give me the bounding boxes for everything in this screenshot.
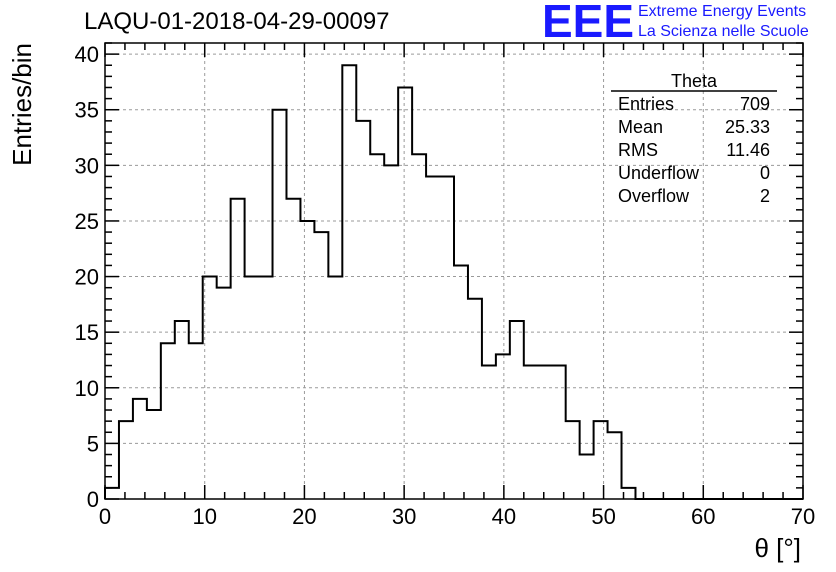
y-tick-label: 5 xyxy=(87,431,99,456)
stats-title: Theta xyxy=(671,71,718,91)
x-tick-label: 30 xyxy=(392,504,416,529)
stats-row-value: 25.33 xyxy=(725,117,770,137)
plot-frame xyxy=(104,42,804,500)
stats-row-value: 709 xyxy=(740,94,770,114)
eee-logo: EEE Extreme Energy Events La Scienza nel… xyxy=(542,0,836,47)
histogram-bin xyxy=(412,154,426,499)
histogram-bin xyxy=(314,232,328,499)
histogram-bin xyxy=(594,421,608,499)
histogram-bin xyxy=(398,87,412,499)
x-tick-label: 10 xyxy=(192,504,216,529)
y-tick-label: 15 xyxy=(75,320,99,345)
histogram-bin xyxy=(300,221,314,499)
histogram-bin xyxy=(273,110,287,499)
histogram-bin xyxy=(161,343,175,499)
x-axis-title: θ [°] xyxy=(754,533,801,563)
histogram-outline xyxy=(104,64,803,500)
x-tick-label: 60 xyxy=(691,504,715,529)
histogram-bin xyxy=(231,199,245,499)
stats-row-label: RMS xyxy=(618,140,658,160)
stats-row-label: Overflow xyxy=(618,186,690,206)
stats-row-label: Entries xyxy=(618,94,674,114)
histogram-bin xyxy=(552,366,566,499)
y-tick-label: 20 xyxy=(75,265,99,290)
grid-layer xyxy=(105,43,803,499)
histogram-bin xyxy=(608,432,622,499)
stats-row-value: 0 xyxy=(760,163,770,183)
histogram-bin xyxy=(580,455,594,499)
stats-rows: Entries 709 Mean 25.33 RMS 11.46 Underflow 0 Ove… xyxy=(618,94,770,206)
axis-ticks xyxy=(104,42,804,500)
stats-row-label: Mean xyxy=(618,117,663,137)
y-tick-labels: 0 5 10 15 20 25 30 35 40 xyxy=(75,42,99,512)
histogram-bin xyxy=(356,121,370,499)
y-tick-label: 40 xyxy=(75,42,99,67)
stats-row-label: Underflow xyxy=(618,163,700,183)
x-tick-label: 40 xyxy=(492,504,516,529)
logo-line-2: La Scienza nelle Scuole xyxy=(638,23,809,40)
y-tick-label: 0 xyxy=(87,487,99,512)
y-tick-label: 25 xyxy=(75,209,99,234)
histogram-bin xyxy=(384,165,398,499)
histogram-bin xyxy=(286,199,300,499)
histogram-bin xyxy=(524,366,538,499)
stats-box: Theta Entries 709 Mean 25.33 RMS 11.46 Underfl… xyxy=(611,71,777,206)
eee-logo-mark: EEE xyxy=(542,0,635,47)
histogram-bin xyxy=(370,154,384,499)
histogram-bin xyxy=(133,399,147,499)
stats-row-value: 11.46 xyxy=(726,140,770,160)
histogram-bin xyxy=(538,366,552,499)
y-tick-label: 30 xyxy=(75,153,99,178)
histogram-bin xyxy=(426,176,440,499)
histogram-bin xyxy=(189,343,203,499)
histogram-bin xyxy=(342,65,356,499)
y-tick-label: 35 xyxy=(75,98,99,123)
histogram-bin xyxy=(482,366,496,499)
histogram-bin xyxy=(119,421,133,499)
histogram-bin xyxy=(440,176,454,499)
histogram-bin xyxy=(496,354,510,499)
histogram-bin xyxy=(105,488,119,499)
histogram-bin xyxy=(175,321,189,499)
y-axis-title: Entries/bin xyxy=(7,43,37,166)
histogram-bin xyxy=(454,265,468,499)
y-tick-label: 10 xyxy=(75,376,99,401)
page-title: LAQU-01-2018-04-29-00097 xyxy=(84,8,390,35)
stats-row-value: 2 xyxy=(760,186,770,206)
histogram-bin xyxy=(259,277,273,499)
histogram-bin xyxy=(217,288,231,499)
x-tick-labels: 0 10 20 30 40 50 60 70 xyxy=(99,504,815,529)
histogram-bin xyxy=(566,421,580,499)
x-tick-label: 50 xyxy=(591,504,615,529)
histogram-bin xyxy=(468,299,482,499)
histogram-bin xyxy=(147,410,161,499)
x-tick-label: 20 xyxy=(292,504,316,529)
x-tick-label: 0 xyxy=(99,504,111,529)
logo-line-1: Extreme Energy Events xyxy=(638,3,807,20)
x-tick-label: 70 xyxy=(791,504,815,529)
histogram-bin xyxy=(510,321,524,499)
